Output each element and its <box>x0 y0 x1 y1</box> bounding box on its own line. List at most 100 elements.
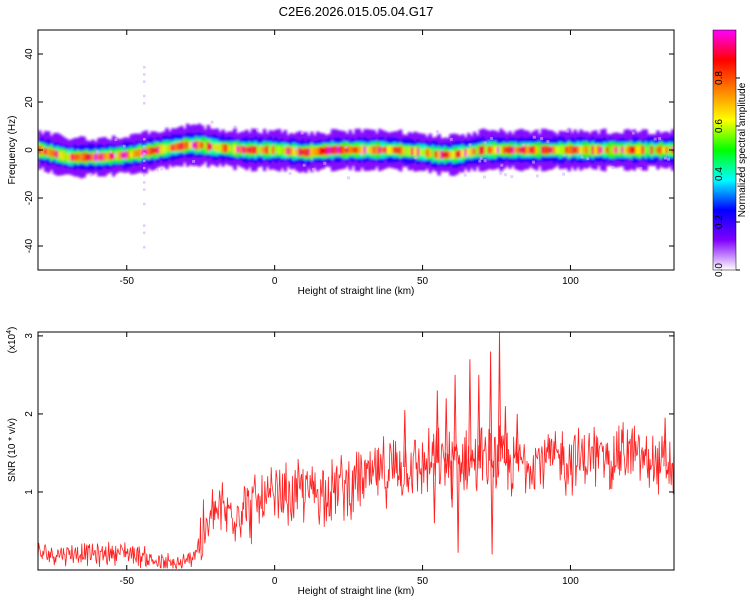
heatmap-cell <box>496 146 501 154</box>
heatmap-cell <box>245 146 249 154</box>
heatmap-cell <box>327 145 332 156</box>
heatmap-cell <box>644 146 648 154</box>
heatmap-speck <box>639 167 643 171</box>
heatmap-cell <box>537 146 542 154</box>
heatmap-cell <box>499 145 504 155</box>
heatmap-cell <box>608 145 613 155</box>
heatmap-cell <box>431 150 435 158</box>
heatmap-streak <box>143 145 146 148</box>
heatmap-cell <box>97 153 101 161</box>
colorbar-tick-label: 0.0 <box>714 263 725 277</box>
heatmap-cell <box>446 151 450 159</box>
heatmap-cell <box>58 150 63 160</box>
heatmap-streak <box>143 188 146 191</box>
heatmap-streak <box>143 102 146 105</box>
heatmap-cell <box>100 152 104 162</box>
spectrogram-x-label: Height of straight line (km) <box>298 286 415 297</box>
snr-spike <box>663 417 667 467</box>
heatmap-speck <box>89 173 93 177</box>
heatmap-cell <box>629 145 634 155</box>
heatmap-speck <box>670 146 674 150</box>
heatmap-cell <box>455 150 459 158</box>
heatmap-cell <box>250 145 255 155</box>
heatmap-speck <box>210 120 214 124</box>
y-tick-label: 20 <box>24 96 35 108</box>
heatmap-speck <box>114 138 118 142</box>
colorbar-tick-label: 0.6 <box>714 119 725 133</box>
heatmap-cell <box>144 148 149 156</box>
heatmap-cell <box>91 153 95 161</box>
spectrogram-y-label: Frequency (Hz) <box>7 116 18 185</box>
heatmap-cell <box>490 146 495 154</box>
heatmap-speck <box>658 137 662 141</box>
heatmap-cell <box>543 145 548 155</box>
heatmap-cell <box>209 143 214 150</box>
heatmap-cell <box>76 153 81 161</box>
heatmap-speck <box>566 129 570 133</box>
heatmap-cell <box>212 143 217 151</box>
heatmap-cell <box>449 151 453 159</box>
heatmap-cell <box>410 147 415 156</box>
heatmap-speck <box>192 159 196 163</box>
heatmap-cell <box>218 143 223 153</box>
colorbar-tick-label: 0.4 <box>714 167 725 181</box>
heatmap-cell <box>120 152 125 159</box>
snr-spike <box>497 332 502 462</box>
heatmap-cell <box>259 145 264 155</box>
snr-spike <box>468 359 472 461</box>
heatmap-cell <box>94 152 98 162</box>
heatmap-cell <box>304 147 308 157</box>
heatmap-cell <box>564 146 569 154</box>
heatmap-cell <box>265 145 270 155</box>
heatmap-cell <box>82 152 86 162</box>
heatmap-cell <box>588 145 592 155</box>
heatmap-cell <box>469 147 474 157</box>
heatmap-cell <box>150 146 154 155</box>
spectrogram-x-ticks: -50 0 50 100 <box>120 30 579 287</box>
heatmap-cell <box>632 146 637 154</box>
x-tick-label: 0 <box>272 276 278 287</box>
heatmap-cell <box>369 145 373 155</box>
heatmap-cell <box>623 146 628 154</box>
heatmap-cell <box>103 152 107 161</box>
heatmap-cell <box>555 146 560 154</box>
heatmap-cell <box>174 142 178 152</box>
heatmap-streak <box>143 174 146 177</box>
heatmap-cell <box>313 147 317 157</box>
heatmap-cell <box>401 147 406 154</box>
heatmap-speck <box>311 167 315 171</box>
heatmap-cell <box>647 146 651 154</box>
heatmap-cell <box>301 148 305 156</box>
heatmap-cell <box>614 146 619 154</box>
heatmap-speck <box>155 168 159 172</box>
heatmap-cell <box>635 146 640 154</box>
heatmap-speck <box>478 159 482 163</box>
heatmap-speck <box>521 143 525 147</box>
heatmap-cell <box>567 145 572 155</box>
heatmap-speck <box>359 152 363 156</box>
spectrogram-heatmap <box>38 66 678 249</box>
heatmap-cell <box>330 146 335 155</box>
heatmap-streak <box>143 94 146 98</box>
heatmap-speck <box>468 143 472 147</box>
heatmap-streak <box>143 138 146 141</box>
heatmap-cell <box>398 146 403 155</box>
heatmap-cell <box>280 146 285 155</box>
snr-spike <box>503 406 508 464</box>
heatmap-cell <box>384 146 388 154</box>
heatmap-cell <box>605 146 610 154</box>
y-tick-label: -20 <box>24 190 35 205</box>
heatmap-cell <box>546 146 551 154</box>
heatmap-cell <box>283 147 288 155</box>
y-tick-label: 2 <box>24 411 35 417</box>
heatmap-cell <box>55 150 60 159</box>
heatmap-cell <box>324 146 329 156</box>
heatmap-cell <box>256 146 261 154</box>
heatmap-cell <box>529 146 533 154</box>
heatmap-cell <box>61 151 66 160</box>
heatmap-speck <box>531 160 535 164</box>
heatmap-speck <box>546 139 550 143</box>
heatmap-cell <box>674 146 678 154</box>
spectrogram-panel: -50 0 50 100 -40 -20 0 20 40 Height of straight… <box>7 29 678 297</box>
heatmap-cell <box>200 142 205 149</box>
